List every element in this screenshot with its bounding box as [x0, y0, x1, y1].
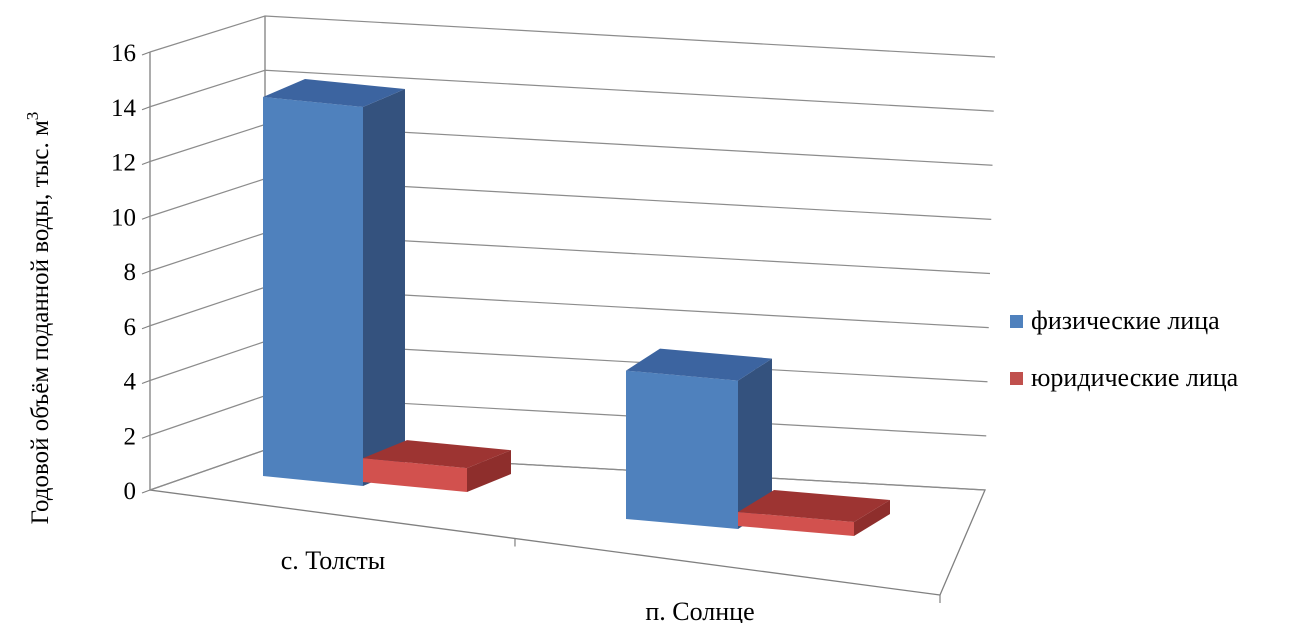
bar-side-face: [467, 450, 511, 492]
legend-label-series-1: физические лица: [1031, 306, 1220, 335]
y-tick-mark: [141, 160, 151, 166]
bar-side-face: [738, 358, 772, 529]
y-tick-label: 2: [124, 423, 137, 450]
bar-side-face: [363, 89, 405, 487]
y-tick-label: 6: [124, 314, 137, 341]
bar-front-face: [263, 97, 363, 487]
gridline: [149, 15, 996, 58]
bar-top-face: [263, 79, 405, 108]
y-tick-mark: [141, 106, 151, 111]
y-axis-label: Годовой объём поданной воды, тыс. м3: [23, 112, 54, 525]
y-tick-label: 14: [111, 95, 137, 122]
y-tick-label: 0: [124, 478, 137, 505]
y-tick-mark: [141, 51, 151, 56]
x-axis-ticks: с. Толсты п. Солнце: [281, 538, 941, 623]
y-tick-mark: [141, 434, 151, 439]
legend-item-series-2: юридические лица: [1010, 363, 1238, 393]
bar-top-face: [738, 490, 890, 522]
y-tick-mark: [141, 489, 151, 494]
x-tick-label: с. Толсты: [281, 546, 385, 575]
bar-side-face: [854, 500, 890, 536]
y-axis-ticks: 0 2 4 6 8 10 12 14 16: [111, 40, 151, 505]
y-tick-mark: [141, 379, 151, 385]
legend-swatch-series-1: [1010, 314, 1023, 328]
bar-1-2: [626, 348, 772, 529]
bar-top-face: [626, 348, 772, 381]
bar-front-face: [738, 512, 854, 536]
bar-front-face: [626, 370, 738, 529]
legend-label-series-2: юридические лица: [1031, 363, 1239, 392]
legend-item-series-1: физические лица: [1010, 306, 1238, 336]
bar-2-1: [363, 440, 511, 492]
legend: физические лица юридические лица: [1010, 306, 1238, 420]
legend-swatch-series-2: [1010, 371, 1023, 385]
y-tick-mark: [141, 215, 151, 220]
bar-1-1: [263, 79, 405, 487]
y-tick-label: 10: [111, 204, 136, 231]
bar-top-face: [363, 440, 511, 469]
y-tick-label: 16: [111, 40, 136, 67]
y-tick-label: 12: [111, 150, 136, 177]
y-tick-mark: [141, 270, 151, 275]
y-tick-label: 4: [124, 369, 137, 396]
y-tick-label: 8: [124, 259, 137, 286]
bar-2-2: [738, 490, 890, 536]
gridline: [149, 69, 994, 112]
bar-front-face: [363, 458, 467, 492]
x-tick-label: п. Солнце: [645, 597, 754, 623]
y-tick-mark: [141, 325, 151, 330]
bars: [263, 79, 890, 536]
